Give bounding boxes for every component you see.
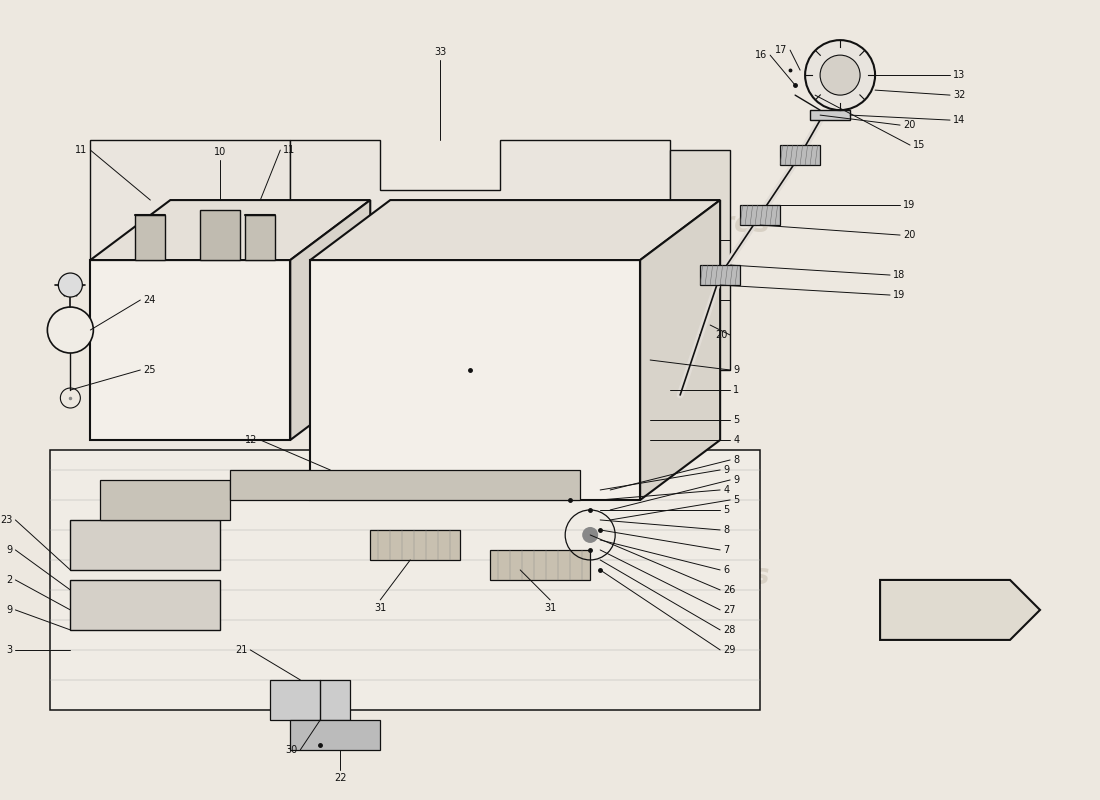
Text: 1: 1: [733, 385, 739, 395]
Text: 17: 17: [774, 45, 788, 55]
Text: 18: 18: [893, 270, 905, 280]
Text: 8: 8: [723, 525, 729, 535]
Polygon shape: [880, 580, 1040, 640]
Text: 32: 32: [953, 90, 966, 100]
Text: 9: 9: [723, 465, 729, 475]
Text: 9: 9: [7, 605, 12, 615]
Text: eurospares: eurospares: [594, 210, 770, 238]
Text: 31: 31: [544, 603, 557, 613]
Polygon shape: [310, 200, 720, 260]
Text: eurospares: eurospares: [111, 210, 286, 238]
Text: 5: 5: [723, 505, 729, 515]
Text: 4: 4: [723, 485, 729, 495]
Polygon shape: [70, 520, 220, 570]
Text: 5: 5: [733, 415, 739, 425]
Text: 9: 9: [733, 365, 739, 375]
Text: 6: 6: [723, 565, 729, 575]
Polygon shape: [780, 145, 821, 165]
Polygon shape: [51, 450, 760, 710]
Text: 19: 19: [893, 290, 905, 300]
Text: 23: 23: [0, 515, 12, 525]
Polygon shape: [670, 150, 730, 370]
Text: 10: 10: [214, 147, 227, 157]
Text: 20: 20: [903, 120, 915, 130]
Text: 22: 22: [334, 773, 346, 783]
Polygon shape: [290, 140, 670, 420]
Text: 3: 3: [7, 645, 12, 655]
Text: eurospares: eurospares: [111, 562, 286, 590]
Text: 13: 13: [953, 70, 966, 80]
Text: 33: 33: [434, 47, 447, 57]
Polygon shape: [135, 215, 165, 260]
Polygon shape: [290, 200, 371, 440]
Polygon shape: [810, 110, 850, 120]
Text: 28: 28: [723, 625, 736, 635]
Text: 5: 5: [733, 495, 739, 505]
Polygon shape: [371, 530, 460, 560]
Polygon shape: [640, 200, 720, 500]
Text: 24: 24: [143, 295, 156, 305]
Polygon shape: [100, 480, 230, 520]
Polygon shape: [700, 265, 740, 285]
Polygon shape: [680, 310, 720, 360]
Circle shape: [821, 55, 860, 95]
Polygon shape: [245, 215, 275, 260]
Text: 11: 11: [284, 145, 296, 155]
Polygon shape: [290, 720, 381, 750]
Circle shape: [47, 307, 94, 353]
Text: 15: 15: [913, 140, 925, 150]
Text: 19: 19: [903, 200, 915, 210]
Polygon shape: [740, 205, 780, 225]
Text: 14: 14: [953, 115, 966, 125]
Polygon shape: [90, 200, 371, 260]
Polygon shape: [90, 140, 290, 420]
Text: 4: 4: [733, 435, 739, 445]
Circle shape: [58, 273, 82, 297]
Text: 16: 16: [755, 50, 767, 60]
Polygon shape: [680, 250, 720, 290]
Polygon shape: [310, 260, 640, 500]
Text: 29: 29: [723, 645, 736, 655]
Polygon shape: [90, 260, 290, 440]
Polygon shape: [491, 550, 591, 580]
Text: 11: 11: [75, 145, 87, 155]
Text: 30: 30: [285, 745, 297, 755]
Text: 12: 12: [245, 435, 257, 445]
Text: 31: 31: [374, 603, 386, 613]
Polygon shape: [200, 210, 240, 260]
Text: 25: 25: [143, 365, 156, 375]
Polygon shape: [271, 680, 350, 720]
Text: 26: 26: [723, 585, 736, 595]
Circle shape: [805, 40, 876, 110]
Text: 20: 20: [903, 230, 915, 240]
Text: 9: 9: [7, 545, 12, 555]
Text: 21: 21: [235, 645, 248, 655]
Circle shape: [582, 527, 598, 543]
Text: 27: 27: [723, 605, 736, 615]
Text: 2: 2: [7, 575, 12, 585]
Polygon shape: [230, 470, 580, 500]
Polygon shape: [70, 580, 220, 630]
Text: 20: 20: [715, 330, 727, 340]
Text: 7: 7: [723, 545, 729, 555]
Text: eurospares: eurospares: [594, 562, 770, 590]
Text: 9: 9: [733, 475, 739, 485]
Text: 8: 8: [733, 455, 739, 465]
